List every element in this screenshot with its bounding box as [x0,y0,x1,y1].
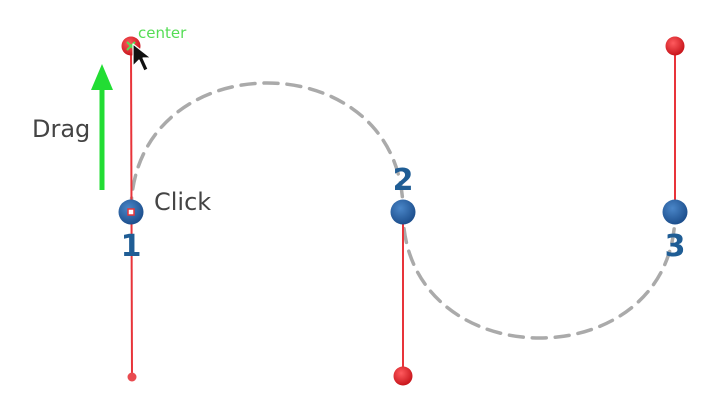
control-handle-2-bottom[interactable] [393,366,413,386]
click-label: Click [154,188,211,216]
control-handle-1-bottom[interactable] [127,372,137,382]
anchor-point-2[interactable] [390,199,416,225]
anchor-number-2: 2 [393,163,414,198]
control-handle-3-top[interactable] [665,36,685,56]
anchor-point-3[interactable] [662,199,688,225]
anchor-number-3: 3 [665,229,686,264]
drag-label: Drag [32,115,90,143]
anchor-selected-marker [127,208,135,216]
center-label: center [138,24,187,42]
mouse-pointer-icon [132,43,152,72]
anchor-number-1: 1 [121,229,142,264]
arrow-up-icon [91,64,113,190]
